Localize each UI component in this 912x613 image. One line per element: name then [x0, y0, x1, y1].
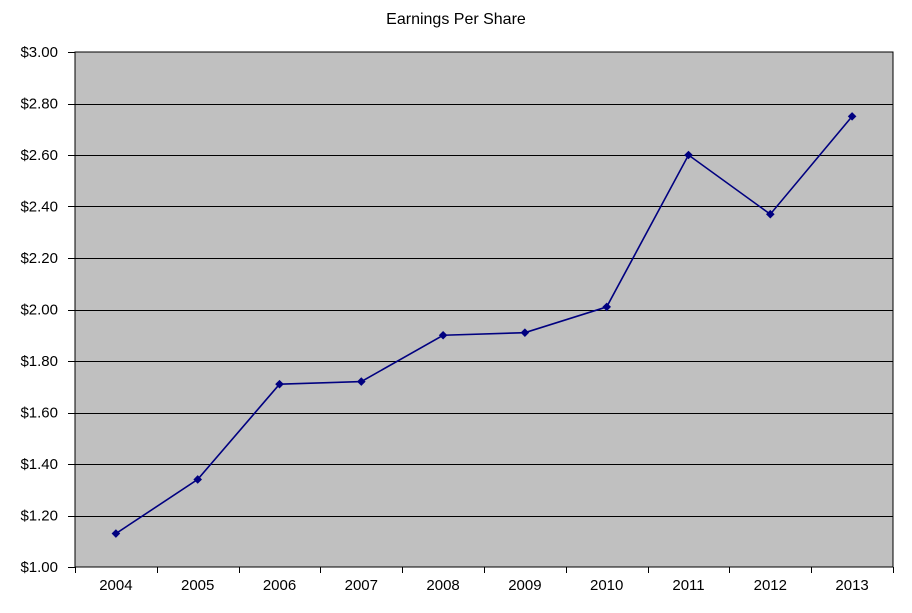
x-tick-label: 2004: [99, 577, 132, 594]
x-tick-label: 2005: [181, 577, 214, 594]
data-point-2004: [111, 529, 121, 538]
y-tick-label: $1.00: [20, 559, 58, 576]
y-tick-label: $2.20: [20, 250, 58, 267]
plot-area: [74, 51, 894, 568]
y-tick-label: $1.40: [20, 456, 58, 473]
data-point-2011: [684, 150, 693, 160]
x-tick-label: 2012: [754, 577, 787, 594]
x-tick-label: 2006: [263, 577, 296, 594]
x-tick-label: 2009: [508, 577, 541, 594]
y-tick-label: $3.00: [20, 44, 58, 61]
x-tick-label: 2011: [672, 577, 704, 594]
y-tick-label: $1.20: [20, 508, 58, 525]
data-point-2012: [766, 209, 775, 219]
x-tick-label: 2007: [345, 577, 378, 594]
y-tick-label: $2.00: [20, 302, 58, 319]
data-point-2006: [275, 379, 284, 389]
chart-title: Earnings Per Share: [386, 11, 526, 28]
data-point-2005: [193, 475, 202, 484]
data-point-2009: [520, 328, 530, 337]
data-point-2010: [602, 302, 611, 312]
x-tick-label: 2008: [426, 577, 459, 594]
data-point-2008: [438, 330, 448, 340]
data-series-line: [115, 115, 853, 535]
y-tick-label: $2.80: [20, 96, 58, 113]
y-tick-label: $2.40: [20, 199, 58, 216]
data-point-2013: [847, 112, 857, 121]
y-tick-label: $2.60: [20, 147, 58, 164]
x-tick-label: 2010: [590, 577, 623, 594]
data-point-2007: [357, 377, 366, 386]
y-tick-label: $1.60: [20, 405, 58, 422]
y-tick-label: $1.80: [20, 353, 58, 370]
x-tick-label: 2013: [835, 577, 868, 594]
